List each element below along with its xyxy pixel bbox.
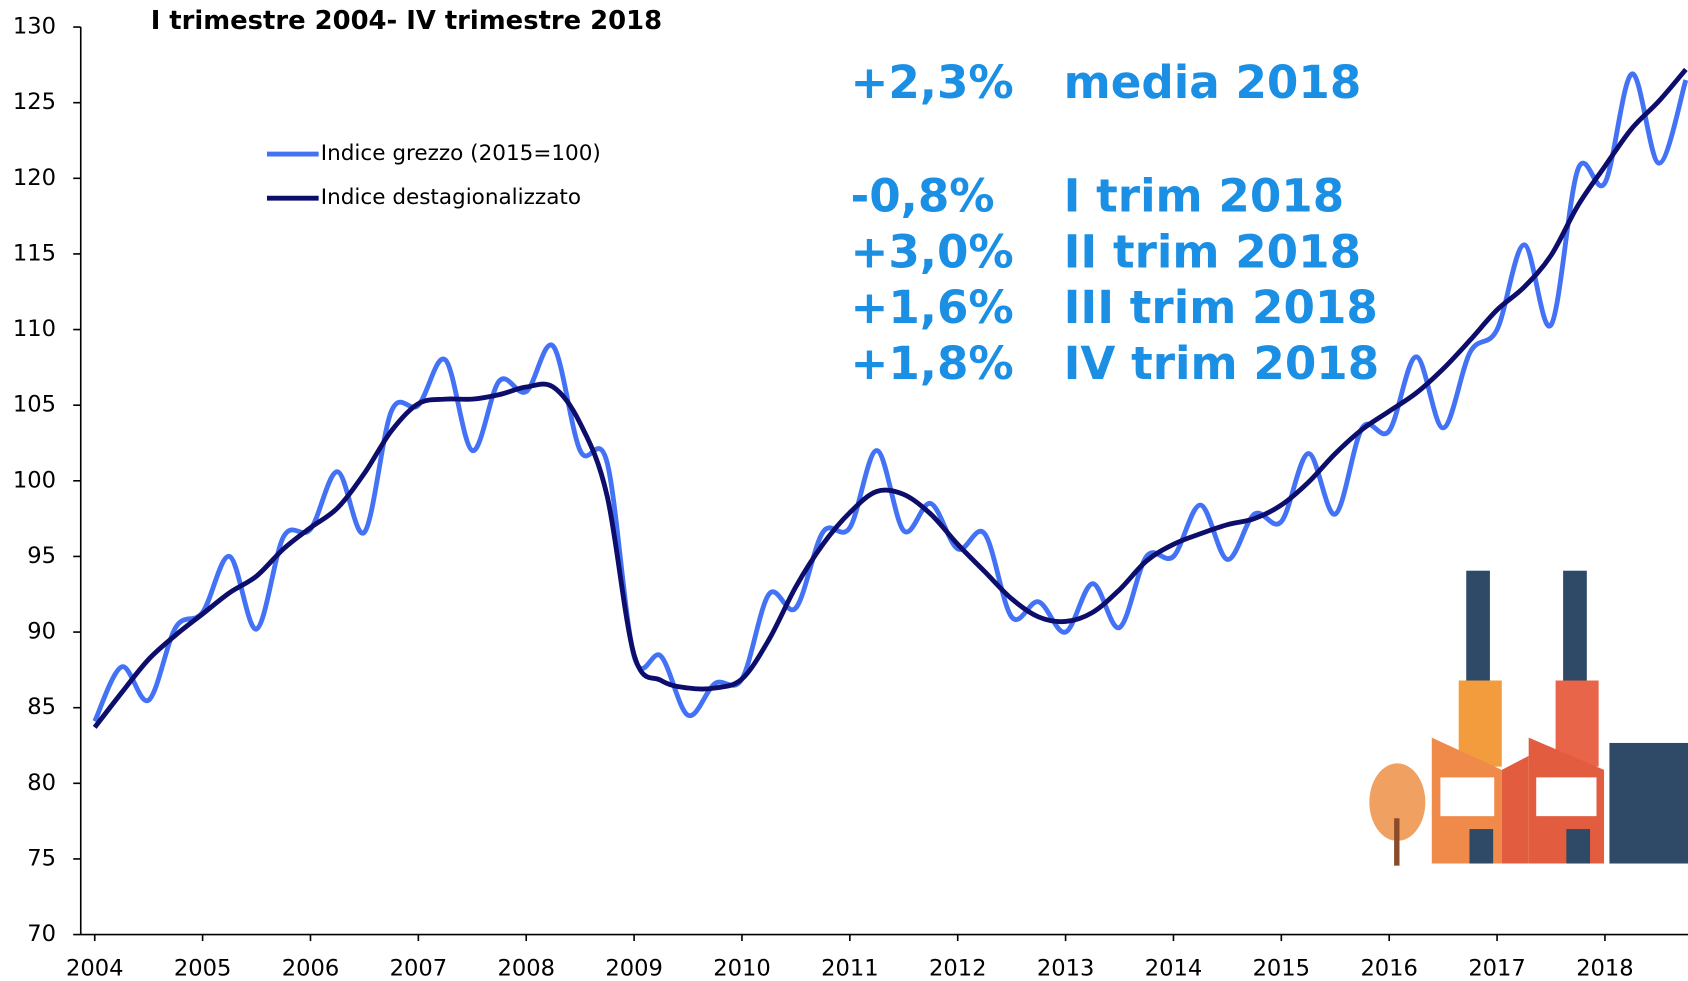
- annotation-label: I trim 2018: [1064, 169, 1345, 222]
- annotation-change: +2,3%: [850, 56, 1013, 109]
- x-tick-label: 2012: [929, 956, 987, 981]
- data-line: [92, 67, 1688, 729]
- x-tick-label: 2005: [174, 956, 232, 981]
- annotation-label: III trim 2018: [1064, 281, 1378, 334]
- x-tick-label: 2011: [821, 956, 879, 981]
- y-tick-label: 115: [13, 240, 56, 266]
- annotation-label: IV trim 2018: [1064, 337, 1380, 390]
- x-tick-label: 2010: [713, 956, 770, 981]
- x-tick-label: 2017: [1468, 956, 1526, 981]
- x-tick-label: 2013: [1037, 956, 1095, 981]
- y-tick-label: 70: [27, 921, 56, 947]
- annotation-label: media 2018: [1064, 56, 1362, 109]
- factory-illustration: [1369, 570, 1688, 866]
- y-tick-label: 80: [27, 770, 56, 796]
- annotation-change: -0,8%: [850, 169, 994, 222]
- annotation-label: II trim 2018: [1064, 225, 1361, 278]
- x-tick-label: 2008: [497, 956, 555, 981]
- x-tick-label: 2009: [605, 956, 663, 981]
- x-tick-label: 2006: [282, 956, 340, 981]
- x-tick-label: 2014: [1145, 956, 1203, 981]
- legend-label: Indice grezzo (2015=100): [321, 141, 601, 166]
- data-line: [92, 71, 1688, 723]
- y-tick-label: 120: [13, 165, 56, 191]
- legend-label: Indice destagionalizzato: [321, 185, 581, 210]
- x-tick-label: 2004: [66, 956, 124, 981]
- annotation-change: +1,6%: [850, 281, 1013, 334]
- x-tick-label: 2018: [1576, 956, 1634, 981]
- y-tick-label: 95: [27, 543, 56, 569]
- y-tick-label: 105: [13, 392, 56, 418]
- y-tick-label: 90: [27, 619, 56, 645]
- y-tick-label: 110: [13, 316, 56, 342]
- y-tick-label: 130: [13, 14, 56, 40]
- annotation-change: +1,8%: [850, 337, 1013, 390]
- x-tick-label: 2016: [1360, 956, 1418, 981]
- x-tick-label: 2007: [390, 956, 448, 981]
- y-tick-label: 75: [27, 845, 56, 871]
- y-tick-label: 85: [27, 694, 56, 720]
- annotation-change: +3,0%: [850, 225, 1013, 278]
- chart-title: I trimestre 2004- IV trimestre 2018: [151, 6, 662, 36]
- x-tick-label: 2015: [1253, 956, 1311, 981]
- y-tick-label: 125: [13, 89, 56, 115]
- y-tick-label: 100: [13, 467, 56, 493]
